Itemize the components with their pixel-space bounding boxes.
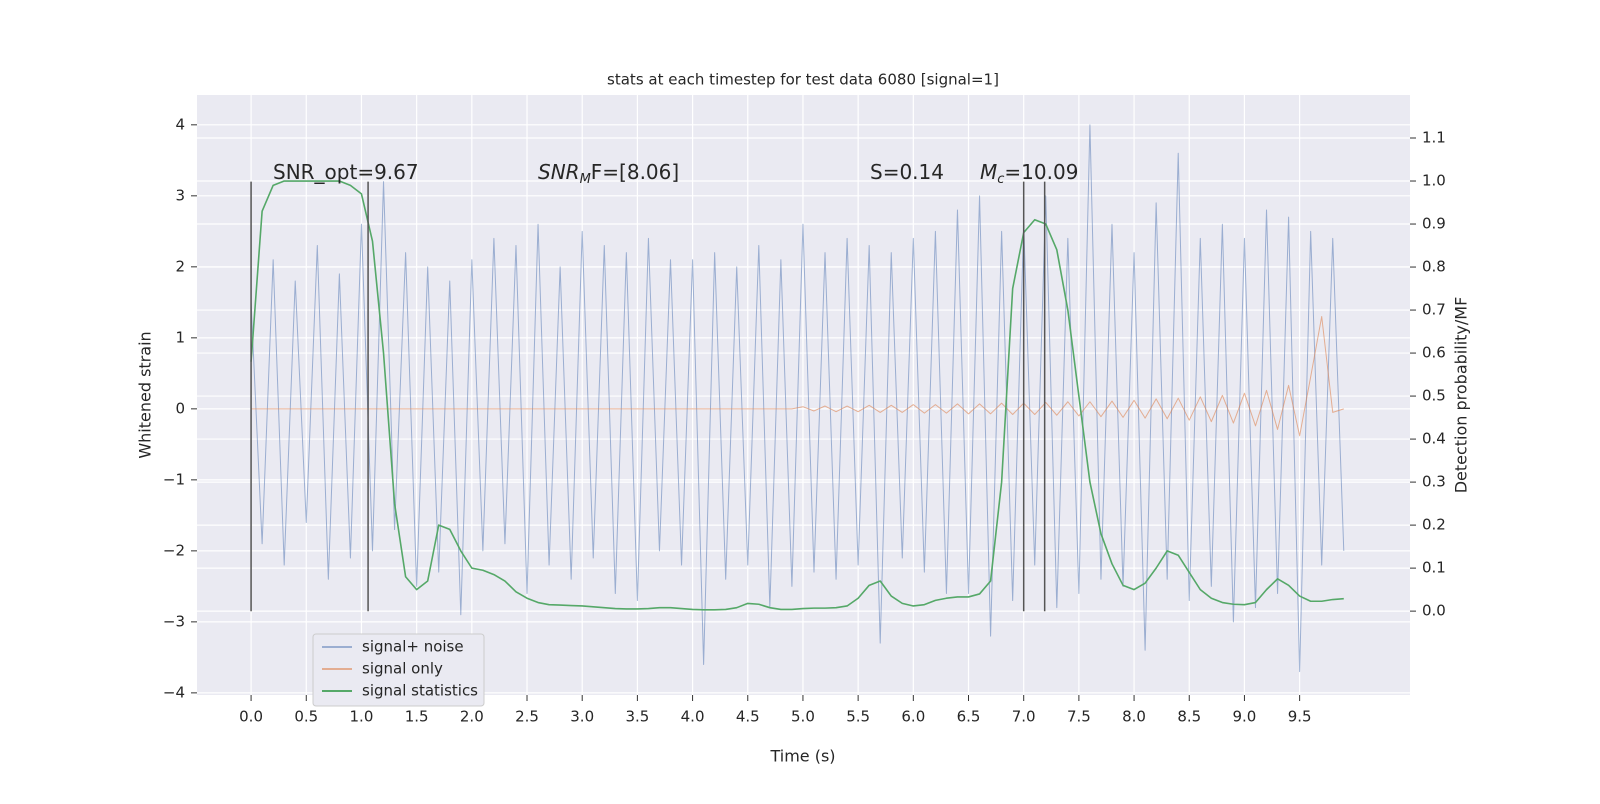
y2-tick-label: 1.0 [1422,172,1446,190]
y2-tick-label: 0.7 [1422,301,1446,319]
annotation-part: SNR_opt=9.67 [273,160,419,184]
y-axis-label: Whitened strain [136,331,155,458]
y-tick-label: 2 [175,257,185,275]
y-tick-label: −3 [163,612,185,630]
x-tick-label: 8.5 [1177,708,1201,726]
y-tick-label: −4 [163,683,185,701]
annotation-part: =10.09 [1004,160,1078,184]
annotation-part: M [580,172,591,187]
x-tick-label: 3.0 [570,708,594,726]
x-tick-label: 9.0 [1233,708,1257,726]
legend-label: signal statistics [362,682,478,700]
x-tick-label: 3.5 [625,708,649,726]
annotation-part: c [997,172,1004,187]
legend-box [312,633,485,707]
y2-tick-label: 0.6 [1422,344,1446,362]
annotation: S=0.14 [870,160,944,184]
y2-tick-label: 0.8 [1422,258,1446,276]
y2-tick-label: 0.3 [1422,473,1446,491]
y2-tick-label: 1.1 [1422,129,1446,147]
x-tick-label: 8.0 [1122,708,1146,726]
legend-label: signal only [362,660,443,678]
series-line [250,180,1344,611]
x-tick-label: 9.5 [1288,708,1312,726]
x-tick-label: 2.0 [460,708,484,726]
legend: signal+ noise signal only signal statistic… [312,633,485,707]
y-tick-label: 1 [175,328,185,346]
y-tick-label: −2 [163,541,185,559]
annotation-part: F=[8.06] [591,160,679,184]
annotation-part: SNR [538,160,580,184]
series-line [250,124,1345,673]
y-tick-label: 3 [175,186,185,204]
y2-axis-label: Detection probability/MF [1452,297,1471,494]
x-tick-label: 6.5 [957,708,981,726]
x-tick-label: 6.0 [901,708,925,726]
x-tick-label: 5.5 [846,708,870,726]
annotation: Mc=10.09 [980,160,1078,187]
x-tick-label: 1.5 [405,708,429,726]
series-line [251,316,1344,437]
annotation: SNR_opt=9.67 [273,160,419,184]
x-tick-label: 7.5 [1067,708,1091,726]
y2-tick-label: 0.9 [1422,215,1446,233]
x-axis-label: Time (s) [769,747,835,766]
y-tick-label: 0 [175,399,185,417]
y2-tick-label: 0.5 [1422,387,1446,405]
legend-label: signal+ noise [362,638,464,656]
x-tick-label: 5.0 [791,708,815,726]
x-tick-label: 0.0 [239,708,263,726]
y-tick-label: −1 [163,470,185,488]
annotation-part: M [980,160,997,184]
x-tick-label: 2.5 [515,708,539,726]
x-tick-label: 0.5 [294,708,318,726]
chart-title: stats at each timestep for test data 608… [607,71,999,89]
y2-tick-label: 0.4 [1422,430,1446,448]
x-tick-label: 4.0 [681,708,705,726]
x-tick-label: 4.5 [736,708,760,726]
annotation-part: S=0.14 [870,160,944,184]
y2-tick-label: 0.2 [1422,516,1446,534]
y2-tick-label: 0.1 [1422,559,1446,577]
y2-tick-label: 0.0 [1422,602,1446,620]
x-tick-label: 1.0 [350,708,374,726]
annotation: SNRMF=[8.06] [538,160,679,187]
x-tick-label: 7.0 [1012,708,1036,726]
y-tick-label: 4 [175,115,185,133]
